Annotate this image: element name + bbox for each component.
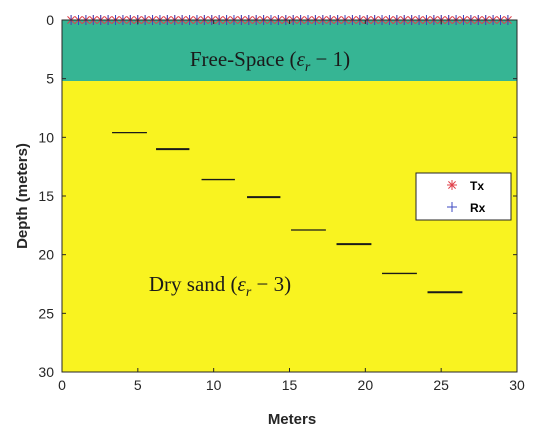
legend: Tx Rx bbox=[415, 172, 512, 221]
layer-label-1: Free-Space (εr − 1) bbox=[190, 47, 350, 75]
layer-region-1 bbox=[62, 20, 517, 82]
legend-entry-tx: Tx bbox=[447, 179, 484, 193]
legend-tx-symbol bbox=[447, 180, 457, 190]
y-tick-label: 10 bbox=[38, 129, 54, 145]
legend-rx-label: Rx bbox=[470, 201, 486, 215]
layer-label-2: Dry sand (εr − 3) bbox=[149, 272, 291, 300]
y-tick-label: 30 bbox=[38, 364, 54, 380]
layer-label-sub: r bbox=[246, 285, 252, 300]
y-axis-label: Depth (meters) bbox=[14, 143, 31, 249]
layer-label-symbol: ε bbox=[297, 47, 306, 71]
y-tick-label: 0 bbox=[46, 12, 54, 28]
y-tick-label: 25 bbox=[38, 305, 54, 321]
x-axis-label: Meters bbox=[268, 411, 316, 428]
legend-box bbox=[415, 172, 512, 221]
layer-region-2 bbox=[62, 81, 517, 372]
layer-label-base: Free-Space ( bbox=[190, 47, 297, 71]
x-tick-label: 5 bbox=[134, 377, 142, 393]
x-axis-ticks: 0 5 10 15 20 25 30 bbox=[58, 20, 525, 393]
legend-entry-rx: Rx bbox=[447, 201, 486, 215]
layer-label-tail: − 3) bbox=[251, 272, 291, 296]
y-tick-label: 15 bbox=[38, 188, 54, 204]
layer-label-sub: r bbox=[305, 60, 311, 75]
legend-tx-marker bbox=[447, 180, 457, 190]
soil-layers bbox=[62, 20, 517, 372]
legend-rx-symbol bbox=[447, 202, 457, 212]
buried-targets bbox=[112, 131, 463, 294]
x-tick-label: 20 bbox=[358, 377, 374, 393]
layer-label-base: Dry sand ( bbox=[149, 272, 238, 296]
y-axis-ticks: 0 5 10 15 20 25 30 bbox=[38, 12, 517, 380]
legend-tx-label: Tx bbox=[470, 179, 484, 193]
layer-label-symbol: ε bbox=[238, 272, 247, 296]
x-tick-label: 15 bbox=[282, 377, 298, 393]
y-tick-label: 5 bbox=[46, 71, 54, 87]
legend-rx-marker bbox=[447, 202, 457, 212]
x-tick-label: 25 bbox=[433, 377, 449, 393]
x-tick-label: 10 bbox=[206, 377, 222, 393]
x-tick-label: 0 bbox=[58, 377, 66, 393]
x-tick-label: 30 bbox=[509, 377, 525, 393]
layer-label-tail: − 1) bbox=[310, 47, 350, 71]
y-tick-label: 20 bbox=[38, 247, 54, 263]
layer-labels: Free-Space (εr − 1)Dry sand (εr − 3) bbox=[149, 47, 350, 300]
